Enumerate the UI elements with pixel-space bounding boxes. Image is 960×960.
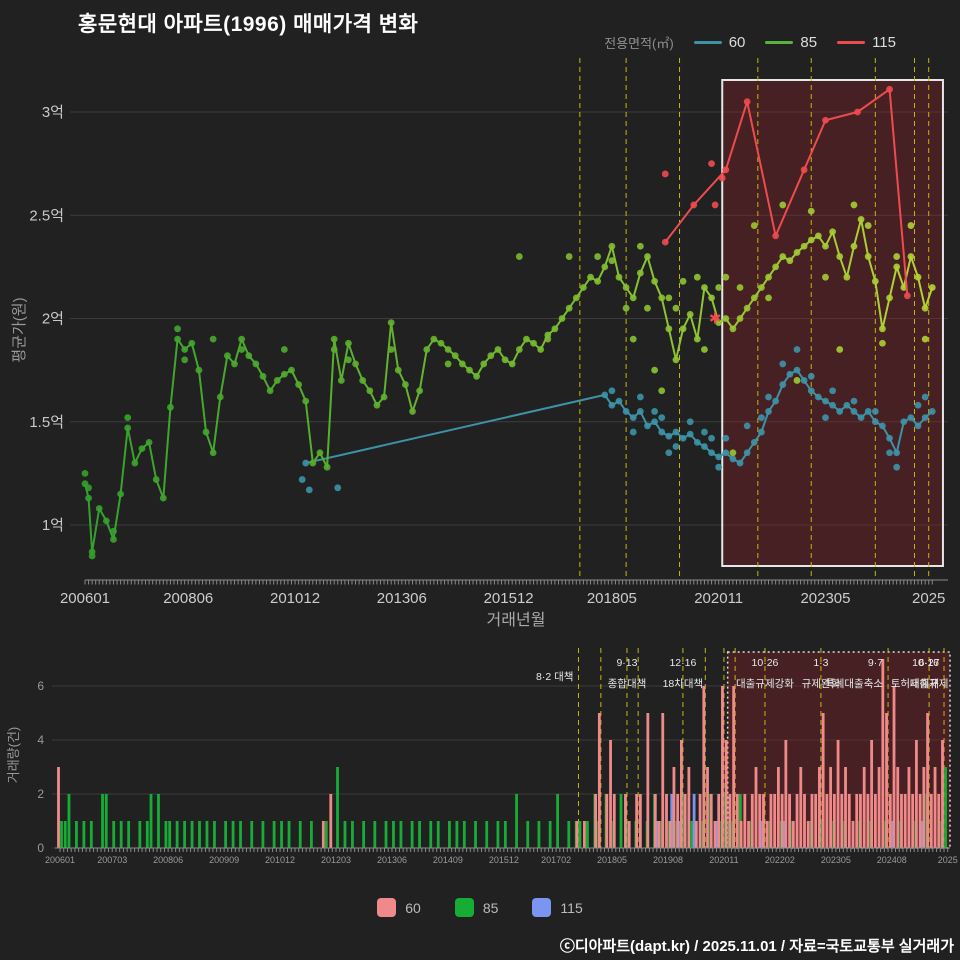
volume-x-tick-label: 202202	[765, 855, 795, 865]
volume-swatch-115-icon	[532, 898, 552, 917]
volume-x-tick-label: 200806	[153, 855, 183, 865]
y-tick-label: 1.5억	[29, 414, 64, 431]
volume-x-tick-label: 202408	[877, 855, 907, 865]
highlight-region	[721, 79, 944, 567]
policy-annotation: 9·13	[616, 657, 637, 669]
y-axis-title: 평균가(원)	[11, 297, 28, 362]
x-tick-label: 200806	[163, 590, 213, 607]
x-tick-label: 201012	[270, 590, 320, 607]
volume-x-tick-label: 201512	[489, 855, 519, 865]
y-tick-label: 3억	[42, 104, 64, 121]
price-series-60	[298, 346, 936, 494]
policy-lines	[579, 58, 930, 580]
volume-y-tick-label: 6	[37, 679, 44, 693]
policy-annotation: 규제완화	[802, 677, 841, 690]
x-tick-label: 202011	[694, 590, 743, 607]
legend-line-60-icon	[693, 41, 722, 44]
legend-item-115[interactable]: 115	[837, 34, 896, 51]
y-tick-label: 2억	[42, 311, 64, 328]
y-tick-label: 1억	[42, 517, 64, 534]
policy-annotation: 6·27	[919, 657, 940, 669]
x-axis-title: 거래년월	[487, 611, 546, 629]
volume-x-tick-label: 201805	[597, 855, 627, 865]
volume-x-tick-label: 201012	[265, 855, 295, 865]
policy-annotation: 12·16	[669, 657, 696, 669]
x-tick-label: 201805	[587, 590, 637, 607]
x-tick-label: 2025	[912, 590, 945, 607]
policy-annotation: 9·7	[868, 657, 883, 669]
legend-label-60: 60	[728, 34, 746, 51]
page-title: 홍문현대 아파트(1996) 매매가격 변화	[78, 13, 419, 36]
volume-y-tick-label: 0	[37, 841, 44, 855]
volume-legend-item-115[interactable]: 115	[532, 898, 583, 917]
legend-item-85[interactable]: 85	[765, 34, 817, 51]
volume-swatch-85-icon	[454, 898, 474, 917]
volume-y-tick-label: 2	[37, 787, 44, 801]
policy-annotation: 종합대책	[608, 678, 647, 690]
volume-bars-60	[57, 659, 944, 848]
volume-x-tick-label: 2025	[938, 855, 958, 865]
volume-bars-115	[655, 794, 924, 848]
policy-annotation: 대출규제	[910, 678, 949, 690]
volume-swatch-60-icon	[377, 898, 397, 917]
legend-line-115-icon	[837, 41, 866, 44]
volume-legend-item-60[interactable]: 60	[377, 898, 421, 917]
volume-y-axis: 거래량(건)	[6, 727, 21, 784]
volume-x-tick-label: 200601	[45, 855, 75, 865]
volume-x-tick-label: 202305	[821, 855, 851, 865]
price-grid: 1억 1.5억 2억 2.5억 3억	[29, 104, 948, 534]
area-legend: 전용면적(㎡) 60 85 115	[604, 33, 896, 52]
y-tick-label: 2.5억	[29, 207, 64, 224]
policy-annotation: 18차대책	[663, 678, 704, 690]
x-tick-label: 202305	[800, 590, 850, 607]
price-y-axis: 평균가(원)	[11, 297, 28, 362]
volume-legend-label-115: 115	[560, 899, 583, 916]
volume-legend: 60 85 115	[0, 898, 960, 917]
star-marker: ✱	[709, 311, 722, 328]
policy-annotation: 토허제해제	[891, 677, 939, 690]
volume-chart[interactable]: 0 2 4 6 8·2 대책 9·13 종합대책 12·16 18차대책 10·26 대출규제강화 1…	[0, 640, 960, 880]
footer-credit: ⓒ디아파트(dapt.kr) / 2025.11.01 / 자료=국토교통부 실…	[559, 938, 954, 955]
volume-x-tick-label: 201306	[377, 855, 407, 865]
policy-annotation: 1·3	[813, 657, 828, 669]
volume-legend-item-85[interactable]: 85	[454, 898, 499, 917]
legend-line-85-icon	[765, 41, 794, 44]
price-series-115	[661, 85, 911, 300]
policy-annotation: 10·16	[912, 657, 939, 669]
x-tick-label: 201512	[484, 590, 534, 607]
x-tick-label: 201306	[377, 590, 427, 607]
policy-annotation: 10·26	[752, 657, 779, 669]
legend-item-60[interactable]: 60	[693, 34, 746, 51]
policy-annotations: 8·2 대책 9·13 종합대책 12·16 18차대책 10·26 대출규제강화 1·3 규제…	[536, 657, 948, 690]
policy-annotation: 특례대출축소	[825, 678, 883, 690]
policy-annotation: 대출규제강화	[736, 678, 794, 690]
volume-legend-label-60: 60	[405, 899, 421, 916]
x-tick-label: 200601	[60, 590, 110, 607]
volume-x-tick-label: 201203	[321, 855, 351, 865]
volume-y-axis-title: 거래량(건)	[6, 727, 21, 784]
volume-policy-lines	[577, 648, 945, 848]
volume-x-axis: 200601 200703 200806 200909 201012 201203 2013…	[45, 847, 958, 865]
volume-x-tick-label: 201702	[541, 855, 571, 865]
price-x-axis: 200601 200806 201012 201306 201512 201805 2020…	[60, 579, 948, 629]
policy-annotation: 8·2 대책	[536, 671, 573, 683]
legend-title: 전용면적(㎡)	[604, 36, 674, 51]
legend-label-115: 115	[872, 34, 896, 51]
legend-label-85: 85	[800, 34, 818, 51]
volume-x-tick-label: 202011	[709, 855, 738, 865]
volume-x-tick-label: 201409	[433, 855, 463, 865]
price-series-85	[81, 201, 936, 560]
volume-y-tick-label: 4	[37, 733, 44, 747]
volume-legend-label-85: 85	[482, 899, 499, 916]
volume-x-tick-label: 201908	[653, 855, 683, 865]
volume-x-tick-label: 200703	[97, 855, 127, 865]
volume-x-tick-label: 200909	[209, 855, 239, 865]
